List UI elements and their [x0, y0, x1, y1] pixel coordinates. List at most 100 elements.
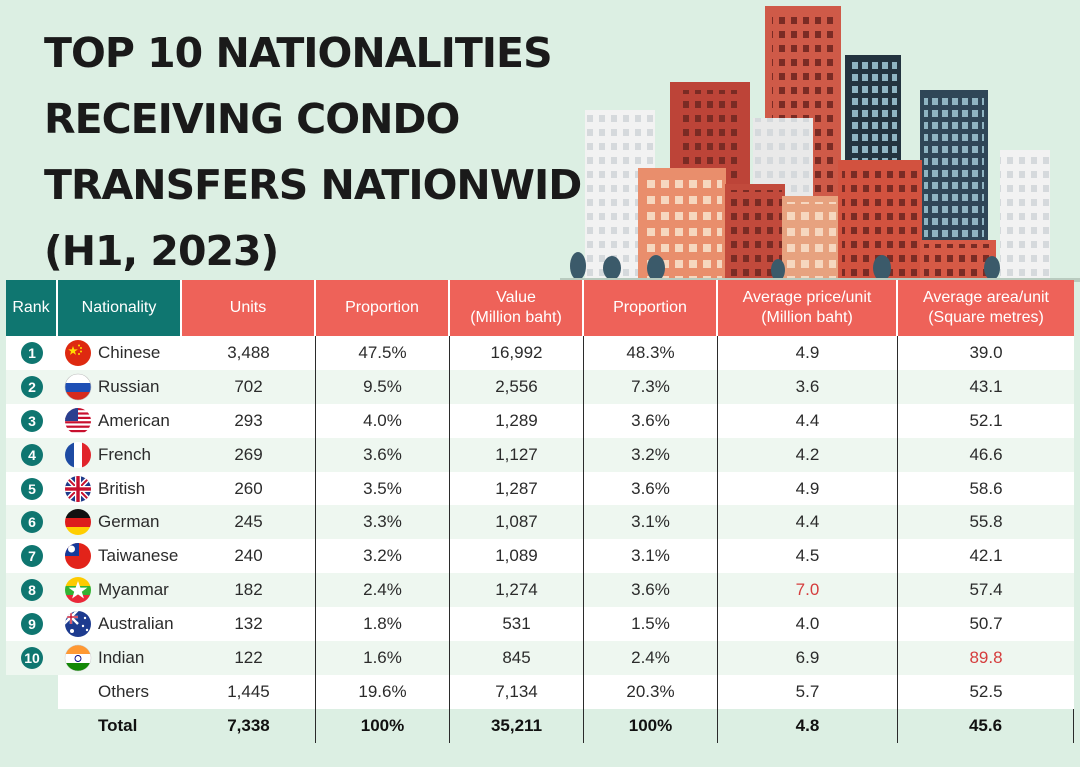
value-proportion-cell: 3.6% — [584, 471, 718, 506]
nationality-label: Myanmar — [98, 580, 169, 600]
units-cell: 240 — [182, 539, 316, 574]
nationality-label: Taiwanese — [98, 546, 179, 566]
nationality-cell: American — [58, 403, 182, 438]
average-price-cell: 4.9 — [718, 471, 898, 506]
rank-cell: 6 — [6, 505, 58, 540]
average-area-cell: 45.6 — [898, 708, 1074, 743]
title-line-2: RECEIVING CONDO — [44, 95, 460, 143]
value-cell: 16,992 — [450, 336, 584, 370]
average-price-cell: 7.0 — [718, 573, 898, 608]
nationality-label: Others — [98, 682, 150, 702]
value-proportion-cell: 1.5% — [584, 607, 718, 642]
value-cell: 1,274 — [450, 573, 584, 608]
nationality-cell: Indian — [58, 641, 182, 675]
rank-badge: 9 — [21, 613, 43, 636]
france-flag-icon — [64, 441, 92, 469]
table-row: 5 British 260 3.5% 1,287 3.6% 4.9 58.6 — [6, 471, 1074, 506]
nationality-cell: British — [58, 471, 182, 506]
table-row: 8 Myanmar 182 2.4% 1,274 3.6% 7.0 57.4 — [6, 573, 1074, 608]
units-cell: 260 — [182, 471, 316, 506]
table-total-row: Total 7,338 100% 35,211 100% 4.8 45.6 — [6, 708, 1074, 743]
average-area-cell: 52.1 — [898, 403, 1074, 438]
rank-cell: 1 — [6, 336, 58, 370]
uk-flag-icon — [64, 475, 92, 503]
units-proportion-cell: 1.8% — [316, 607, 450, 642]
average-area-cell: 58.6 — [898, 471, 1074, 506]
average-area-cell: 57.4 — [898, 573, 1074, 608]
usa-flag-icon — [64, 407, 92, 435]
average-area-cell: 39.0 — [898, 336, 1074, 370]
value-cell: 845 — [450, 641, 584, 675]
units-proportion-cell: 100% — [316, 708, 450, 743]
rank-badge: 7 — [21, 545, 43, 568]
average-price-cell: 4.0 — [718, 607, 898, 642]
title-line-4: (H1, 2023) — [44, 227, 279, 275]
units-cell: 293 — [182, 403, 316, 438]
rank-cell — [6, 708, 58, 743]
units-cell: 132 — [182, 607, 316, 642]
nationality-label: Russian — [98, 376, 160, 396]
title-line-3: TRANSFERS NATIONWIDE — [44, 161, 609, 209]
units-proportion-cell: 19.6% — [316, 674, 450, 709]
rank-cell: 10 — [6, 641, 58, 675]
header-average-price: Average price/unit (Million baht) — [718, 280, 898, 336]
units-cell: 122 — [182, 641, 316, 675]
value-cell: 531 — [450, 607, 584, 642]
table-row: 1 Chinese 3,488 47.5% 16,992 48.3% 4.9 39.0 — [6, 336, 1074, 370]
average-area-cell: 55.8 — [898, 505, 1074, 540]
nationality-cell: Russian — [58, 369, 182, 404]
table-row: 6 German 245 3.3% 1,087 3.1% 4.4 55.8 — [6, 505, 1074, 540]
value-proportion-cell: 100% — [584, 708, 718, 743]
average-area-cell: 50.7 — [898, 607, 1074, 642]
table-row: 9 Australian 132 1.8% 531 1.5% 4.0 50.7 — [6, 607, 1074, 642]
value-cell: 1,287 — [450, 471, 584, 506]
average-area-cell: 43.1 — [898, 369, 1074, 404]
rank-badge: 8 — [21, 579, 43, 602]
units-proportion-cell: 3.5% — [316, 471, 450, 506]
units-cell: 1,445 — [182, 674, 316, 709]
value-cell: 35,211 — [450, 708, 584, 743]
average-price-cell: 3.6 — [718, 369, 898, 404]
average-price-cell: 4.9 — [718, 336, 898, 370]
nationality-cell: German — [58, 505, 182, 540]
header-units-proportion: Proportion — [316, 280, 450, 336]
rank-badge: 10 — [21, 646, 43, 669]
page-title: TOP 10 NATIONALITIES RECEIVING CONDO TRA… — [44, 20, 609, 284]
table-row: 10 Indian 122 1.6% 845 2.4% 6.9 89.8 — [6, 641, 1074, 675]
units-cell: 3,488 — [182, 336, 316, 370]
value-proportion-cell: 7.3% — [584, 369, 718, 404]
average-area-cell: 46.6 — [898, 437, 1074, 472]
nationality-cell: Australian — [58, 607, 182, 642]
units-cell: 269 — [182, 437, 316, 472]
nationality-label: Australian — [98, 614, 174, 634]
myanmar-flag-icon — [64, 576, 92, 604]
australia-flag-icon — [64, 610, 92, 638]
nationality-label: German — [98, 512, 160, 532]
table-others-row: Others 1,445 19.6% 7,134 20.3% 5.7 52.5 — [6, 674, 1074, 709]
nationality-cell: Total — [58, 708, 182, 743]
value-cell: 1,089 — [450, 539, 584, 574]
rank-cell — [6, 674, 58, 709]
units-cell: 702 — [182, 369, 316, 404]
title-line-1: TOP 10 NATIONALITIES — [44, 29, 553, 77]
nationality-cell: Others — [58, 674, 182, 709]
city-skyline-illustration — [560, 6, 1080, 282]
rank-cell: 8 — [6, 573, 58, 608]
average-area-cell: 52.5 — [898, 674, 1074, 709]
nationality-label: Indian — [98, 647, 145, 667]
table-row: 4 French 269 3.6% 1,127 3.2% 4.2 46.6 — [6, 437, 1074, 472]
header-average-area: Average area/unit (Square metres) — [898, 280, 1074, 336]
nationality-cell: Chinese — [58, 336, 182, 370]
rank-badge: 5 — [21, 477, 43, 500]
header-rank: Rank — [6, 280, 58, 336]
rank-cell: 3 — [6, 403, 58, 438]
nationality-cell: Myanmar — [58, 573, 182, 608]
table-row: 2 Russian 702 9.5% 2,556 7.3% 3.6 43.1 — [6, 369, 1074, 404]
header-nationality: Nationality — [58, 280, 182, 336]
value-proportion-cell: 3.1% — [584, 539, 718, 574]
nationality-label: Total — [98, 716, 138, 735]
units-cell: 182 — [182, 573, 316, 608]
average-area-cell: 89.8 — [898, 641, 1074, 675]
units-proportion-cell: 2.4% — [316, 573, 450, 608]
taiwan-flag-icon — [64, 542, 92, 570]
